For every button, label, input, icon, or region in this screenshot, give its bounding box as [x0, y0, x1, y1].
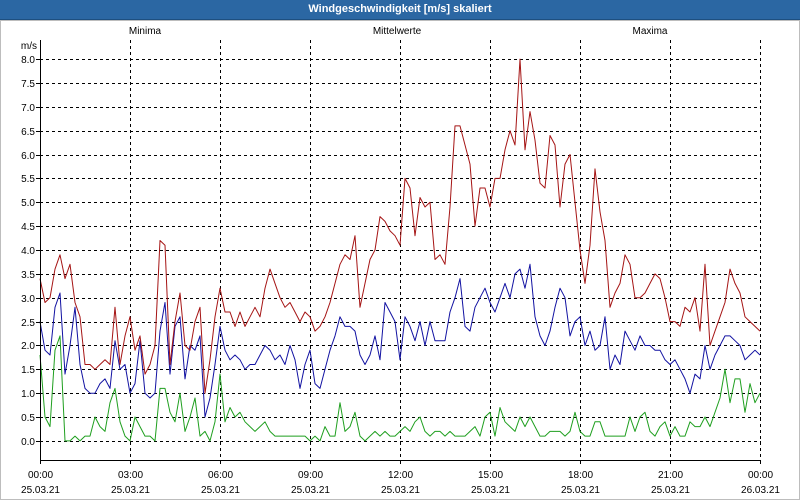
chart-panel [0, 20, 800, 500]
y-tick-label: 5.5 [21, 174, 35, 185]
series-line-maxima [39, 58, 761, 394]
x-tick-time-label: 15:00 [478, 470, 503, 481]
x-tick-date-label: 25.03.21 [201, 485, 240, 496]
y-tick-label: 3.5 [21, 270, 35, 281]
grid-lines [40, 40, 761, 460]
x-tick-date-label: 25.03.21 [291, 485, 330, 496]
series-line-minima [39, 335, 761, 442]
y-tick-label: 8.0 [21, 55, 35, 66]
y-tick-label: 0.0 [21, 437, 35, 448]
chart-title: Windgeschwindigkeit [m/s] skaliert [308, 3, 492, 15]
y-tick-label: 3.0 [21, 294, 35, 305]
x-tick-time-label: 00:00 [748, 470, 773, 481]
y-tick-label: 7.0 [21, 103, 35, 114]
x-tick-time-label: 03:00 [118, 470, 143, 481]
x-tick-time-label: 18:00 [568, 470, 593, 481]
x-tick-time-label: 06:00 [208, 470, 233, 481]
x-tick-date-label: 25.03.21 [381, 485, 420, 496]
y-tick-label: 6.0 [21, 151, 35, 162]
y-tick-label: 6.5 [21, 127, 35, 138]
x-tick-time-label: 09:00 [298, 470, 323, 481]
legend-mittelwerte: Mittelwerte [373, 26, 422, 37]
y-axis-unit-label: m/s [21, 41, 37, 52]
y-tick-label: 1.0 [21, 389, 35, 400]
y-tick-label: 7.5 [21, 79, 35, 90]
y-tick-label: 2.5 [21, 318, 35, 329]
x-tick-time-label: 21:00 [658, 470, 683, 481]
axes [36, 40, 761, 464]
x-tick-labels: 00:00 25.03.21 03:00 25.03.21 06:00 25.03.21 0… [21, 470, 780, 496]
y-tick-label: 5.0 [21, 198, 35, 209]
x-tick-date-label: 25.03.21 [111, 485, 150, 496]
series-lines [39, 58, 761, 442]
x-tick-date-label: 25.03.21 [651, 485, 690, 496]
y-tick-label: 4.5 [21, 222, 35, 233]
legend-maxima: Maxima [632, 26, 667, 37]
legend: Minima Mittelwerte Maxima [129, 26, 668, 37]
y-tick-label: 2.0 [21, 341, 35, 352]
chart-title-bar: Windgeschwindigkeit [m/s] skaliert [0, 0, 800, 20]
y-tick-label: 0.5 [21, 413, 35, 424]
x-tick-date-label: 25.03.21 [471, 485, 510, 496]
x-tick-date-label: 25.03.21 [21, 485, 60, 496]
x-tick-date-label: 26.03.21 [741, 485, 780, 496]
series-line-mittelwerte [39, 263, 761, 418]
y-tick-label: 4.0 [21, 246, 35, 257]
x-tick-time-label: 00:00 [28, 470, 53, 481]
legend-minima: Minima [129, 26, 162, 37]
y-tick-labels: 0.0 0.5 1.0 1.5 2.0 2.5 3.0 3.5 4.0 4.5 5.0 5.5 6.0 6… [21, 55, 35, 448]
y-tick-label: 1.5 [21, 365, 35, 376]
x-tick-time-label: 12:00 [388, 470, 413, 481]
x-tick-date-label: 25.03.21 [561, 485, 600, 496]
